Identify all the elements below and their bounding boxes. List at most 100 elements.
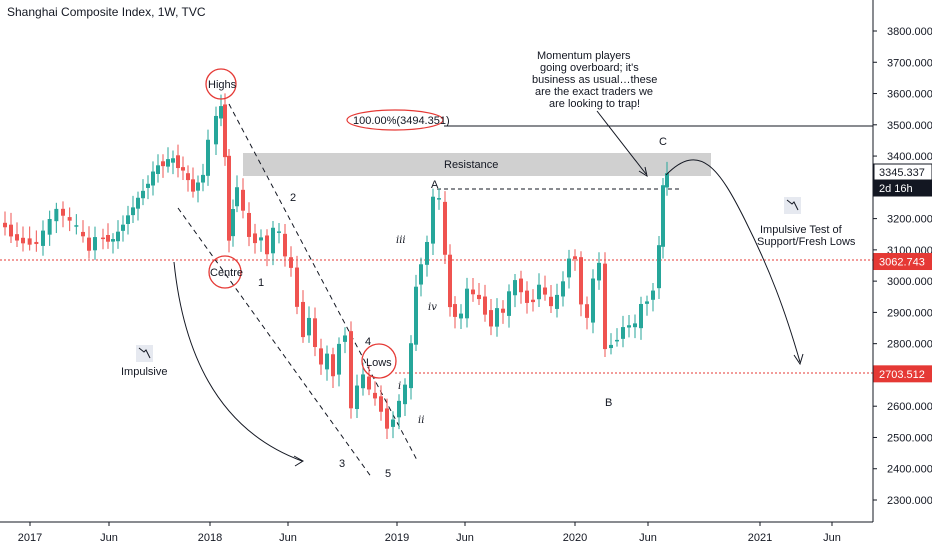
candle-body xyxy=(186,173,190,181)
fib-label: 100.00%(3494.351) xyxy=(353,115,450,127)
candle-body xyxy=(579,257,583,305)
wave-label-5: 5 xyxy=(385,468,391,480)
wave-label-3: 3 xyxy=(339,458,345,470)
candle-body xyxy=(21,237,25,244)
candle-body xyxy=(627,325,631,328)
plot-area[interactable] xyxy=(0,0,873,522)
candle-body xyxy=(414,286,418,345)
lows-circle xyxy=(361,343,397,379)
candle-body xyxy=(651,290,655,300)
candle-body xyxy=(9,224,13,237)
candle-body xyxy=(301,301,305,338)
centre-circle xyxy=(208,255,242,289)
candle-body xyxy=(101,237,105,240)
y-tick-label: 3400.000 xyxy=(887,151,932,163)
candle-body xyxy=(87,237,91,251)
candle-body xyxy=(403,384,407,405)
y-tick-label: 2300.000 xyxy=(887,495,932,507)
highs-circle xyxy=(205,68,237,100)
y-tick-label: 2400.000 xyxy=(887,464,932,476)
candle-body xyxy=(495,308,499,327)
candle-body xyxy=(431,196,435,244)
momentum-line-5: are looking to trap! xyxy=(549,98,640,110)
candle-body xyxy=(573,256,577,260)
candle-body xyxy=(67,217,72,221)
y-tick-label: 2600.000 xyxy=(887,401,932,413)
candle-body xyxy=(141,190,145,199)
candle-body xyxy=(561,281,565,297)
y-tick-label: 3200.000 xyxy=(887,214,932,226)
momentum-line-3: business as usual…these xyxy=(532,74,657,86)
candle-body xyxy=(465,288,469,319)
wave-label-1: 1 xyxy=(258,277,264,289)
highs-label: Highs xyxy=(208,79,237,91)
candle-body xyxy=(283,233,287,257)
candle-body xyxy=(501,308,505,313)
candle-body xyxy=(379,396,383,412)
candle-body xyxy=(448,254,452,308)
candle-body xyxy=(385,408,389,429)
candle-body xyxy=(543,287,547,295)
wave-label-iv: iv xyxy=(428,302,437,313)
candle-body xyxy=(325,353,329,370)
candle-body xyxy=(483,296,487,315)
candle-body xyxy=(235,187,239,207)
candle-body xyxy=(74,225,79,227)
candle-body xyxy=(639,303,643,329)
y-tick-label: 3000.000 xyxy=(887,276,932,288)
candle-body xyxy=(337,343,341,375)
candle-body xyxy=(146,183,150,188)
candle-body xyxy=(531,299,535,303)
momentum-arrowhead xyxy=(638,166,648,178)
candle-body xyxy=(223,104,227,158)
wave-label-iii: iii xyxy=(396,235,406,246)
candle-body xyxy=(151,171,155,186)
x-tick-label: 2020 xyxy=(563,532,587,544)
resistance-label: Resistance xyxy=(444,159,498,171)
x-tick-label: Jun xyxy=(279,532,297,544)
candle-body xyxy=(661,185,665,247)
candle-body xyxy=(477,294,481,300)
candle-body xyxy=(471,289,475,295)
time-axis[interactable] xyxy=(0,522,873,550)
impulsive-arc xyxy=(173,261,303,462)
chart-title: Shanghai Composite Index, 1W, TVC xyxy=(7,5,206,19)
candle-body xyxy=(391,419,395,427)
price-tag xyxy=(873,365,932,383)
candle-body xyxy=(191,179,195,192)
candle-body xyxy=(47,219,52,235)
candle-body xyxy=(15,234,19,241)
candle-body xyxy=(621,327,625,339)
candle-body xyxy=(201,174,205,183)
candle-body xyxy=(106,235,110,242)
candle-body xyxy=(343,335,347,342)
x-tick-label: 2017 xyxy=(18,532,42,544)
candle-body xyxy=(409,343,413,389)
x-tick-label: 2021 xyxy=(748,532,772,544)
candle-body xyxy=(156,165,160,174)
candle-body xyxy=(253,233,257,244)
candle-body xyxy=(537,284,541,300)
candle-body xyxy=(313,318,317,348)
candle-body xyxy=(597,262,601,281)
price-tag-label: 2d 16h xyxy=(879,183,913,195)
y-tick-label: 3500.000 xyxy=(887,120,932,132)
price-tag-label: 2703.512 xyxy=(879,369,925,381)
x-tick-label: Jun xyxy=(100,532,118,544)
candle-body xyxy=(367,376,371,390)
candle-body xyxy=(615,339,619,342)
candle-body xyxy=(131,207,135,216)
candle-body xyxy=(507,291,511,316)
candle-body xyxy=(111,239,115,242)
price-tag-label: 3062.743 xyxy=(879,257,925,269)
candle-body xyxy=(81,231,85,237)
candle-body xyxy=(227,155,231,241)
candle-body xyxy=(121,224,125,231)
candle-body xyxy=(126,215,130,224)
impulsive-icon xyxy=(136,345,153,362)
resistance-zone xyxy=(243,153,711,176)
x-tick-label: 2018 xyxy=(198,532,222,544)
candle-body xyxy=(585,304,589,318)
impulsive-arrowhead xyxy=(293,455,304,467)
